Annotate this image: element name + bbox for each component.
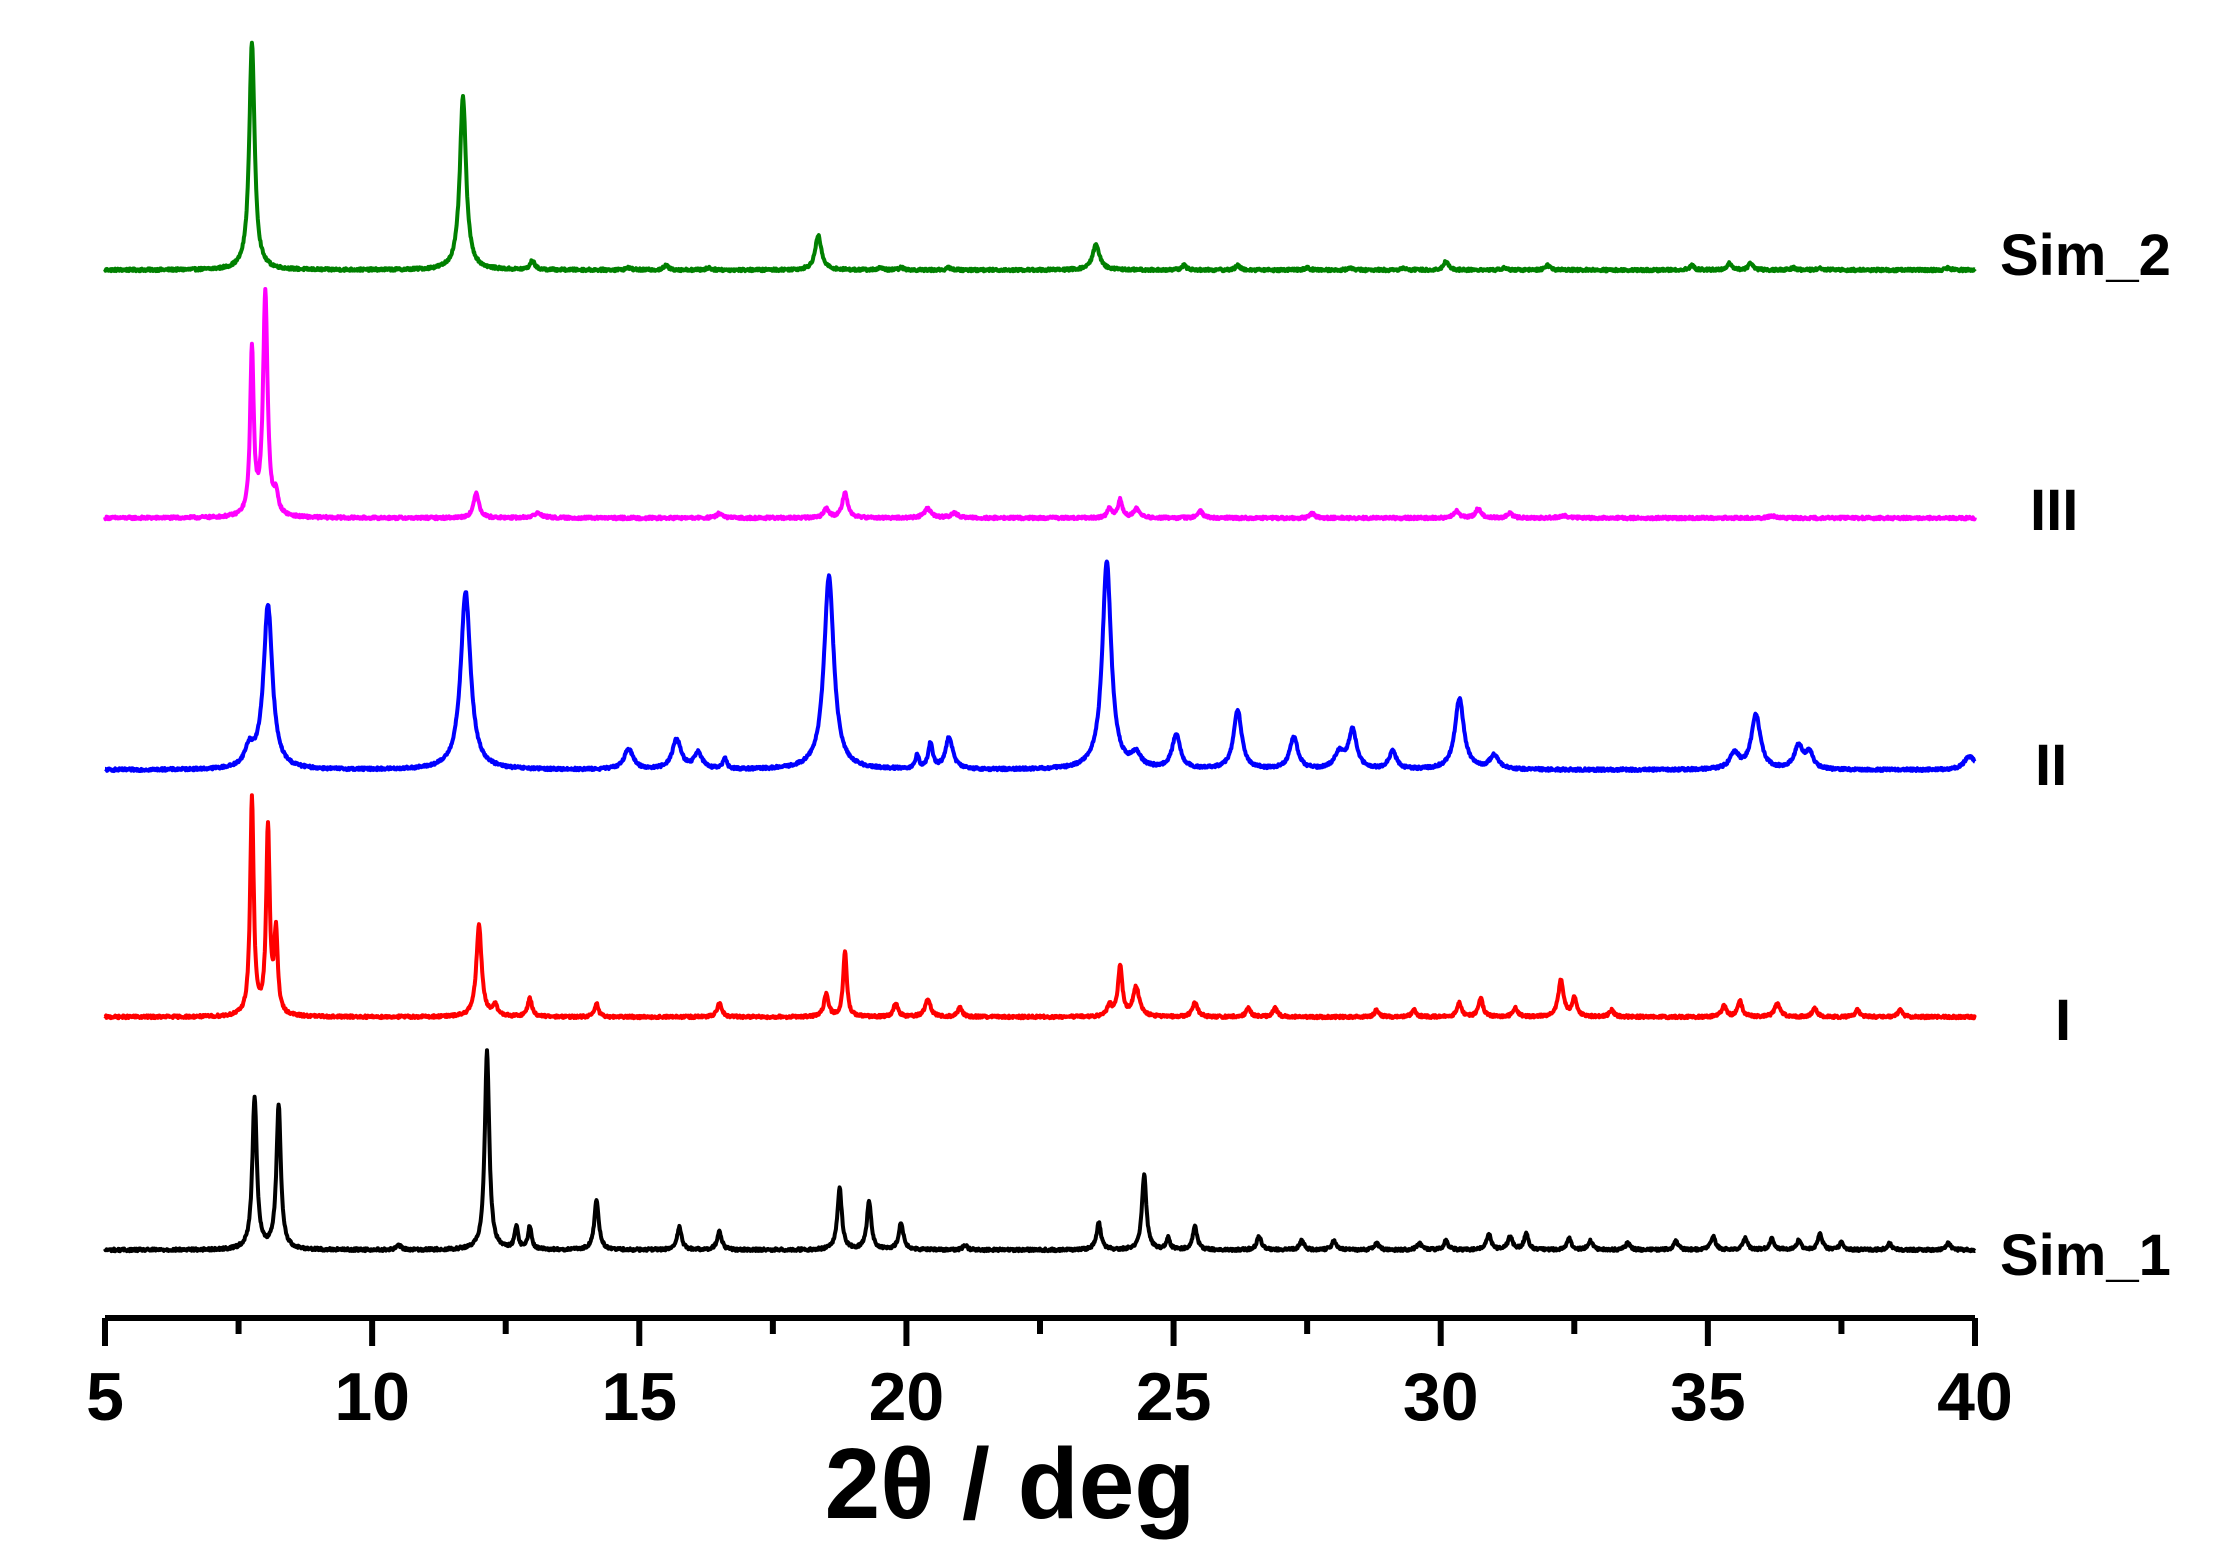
x-ticks	[102, 1318, 1978, 1346]
x-tick-label: 15	[601, 1359, 677, 1435]
x-tick-label: 35	[1670, 1359, 1746, 1435]
series-line-sim_1	[103, 1048, 1977, 1254]
x-tick-label: 25	[1136, 1359, 1212, 1435]
x-tick-label: 40	[1937, 1359, 2013, 1435]
series-label-sim_1: Sim_1	[2000, 1223, 2171, 1288]
series-line-ii	[103, 559, 1977, 773]
series-label-sim_2: Sim_2	[2000, 223, 2171, 288]
x-tick-label: 10	[334, 1359, 410, 1435]
traces	[103, 40, 1977, 1254]
x-tick-label: 5	[86, 1359, 124, 1435]
series-line-iii	[103, 287, 1977, 522]
series-line-i	[103, 793, 1977, 1021]
x-tick-label: 30	[1403, 1359, 1479, 1435]
series-label-ii: II	[2035, 733, 2067, 798]
series-label-iii: III	[2030, 478, 2078, 543]
series-label-i: I	[2055, 988, 2071, 1053]
x-axis-title: 2θ / deg	[825, 1428, 1196, 1540]
x-axis: 5 10 15 20 25 30 35 40	[86, 1315, 2013, 1435]
series-line-sim_2	[103, 40, 1977, 274]
x-tick-label: 20	[869, 1359, 945, 1435]
x-tick-labels: 5 10 15 20 25 30 35 40	[86, 1359, 2013, 1435]
